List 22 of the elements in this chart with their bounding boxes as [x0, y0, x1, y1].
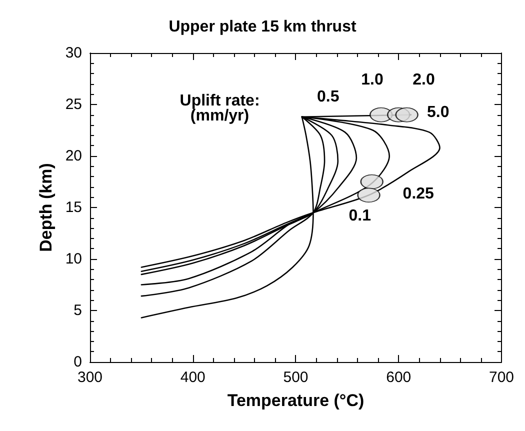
annotation: 5.0: [427, 104, 450, 122]
chart-title: Upper plate 15 km thrust: [168, 18, 357, 36]
annotation: 2.0: [412, 71, 435, 88]
y-tick-label: 5: [74, 302, 82, 319]
x-tick-label: 700: [488, 369, 514, 386]
x-axis-title: Temperature (°C): [227, 391, 364, 410]
y-tick-label: 25: [65, 96, 82, 113]
y-tick-label: 20: [65, 148, 82, 164]
annotation: 0.1: [348, 207, 372, 224]
y-axis-title: Depth (km): [36, 163, 56, 252]
y-tick-label: 0: [74, 354, 82, 370]
annotation: 0.5: [317, 88, 340, 106]
x-tick-label: 400: [180, 369, 206, 386]
x-tick-label: 500: [283, 369, 308, 386]
y-tick-label: 30: [65, 44, 82, 62]
x-tick-label: 600: [386, 369, 412, 386]
annotation: 1.0: [361, 71, 384, 88]
annotation: Uplift rate: (mm/yr): [180, 92, 260, 125]
y-tick-label: 15: [65, 199, 82, 216]
annotation: 0.25: [402, 186, 434, 203]
y-tick-label: 10: [65, 250, 82, 268]
x-tick-label: 300: [77, 369, 103, 386]
